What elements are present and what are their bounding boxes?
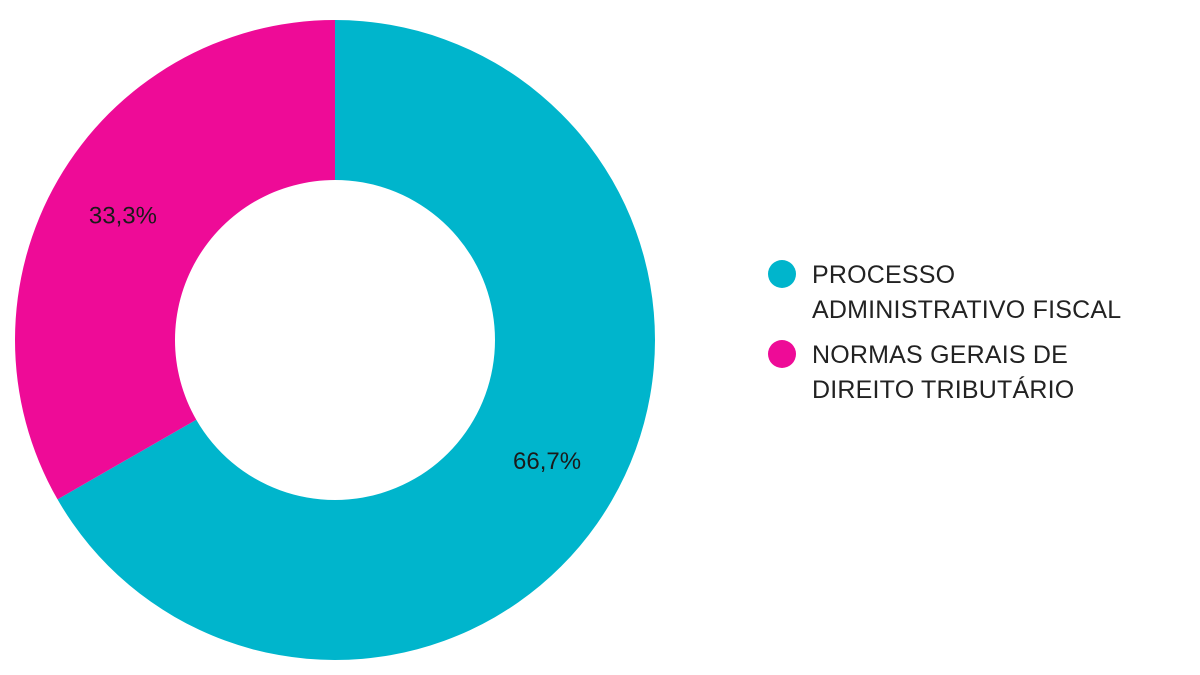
legend-label-normas: NORMAS GERAIS DE DIREITO TRIBUTÁRIO <box>812 341 1075 404</box>
legend-swatch-processo <box>768 260 796 288</box>
slice-value-label-processo: 66,7% <box>513 448 581 475</box>
slice-value-label-normas: 33,3% <box>89 203 157 230</box>
legend-item-processo: PROCESSO ADMINISTRATIVO FISCAL <box>768 258 1188 328</box>
legend-item-normas: NORMAS GERAIS DE DIREITO TRIBUTÁRIO <box>768 338 1188 408</box>
donut-slice-processo <box>57 20 656 660</box>
legend-label-processo: PROCESSO ADMINISTRATIVO FISCAL <box>812 261 1122 324</box>
legend-swatch-normas <box>768 340 796 368</box>
legend: PROCESSO ADMINISTRATIVO FISCAL NORMAS GE… <box>768 258 1188 418</box>
donut-slice-normas <box>14 20 335 500</box>
